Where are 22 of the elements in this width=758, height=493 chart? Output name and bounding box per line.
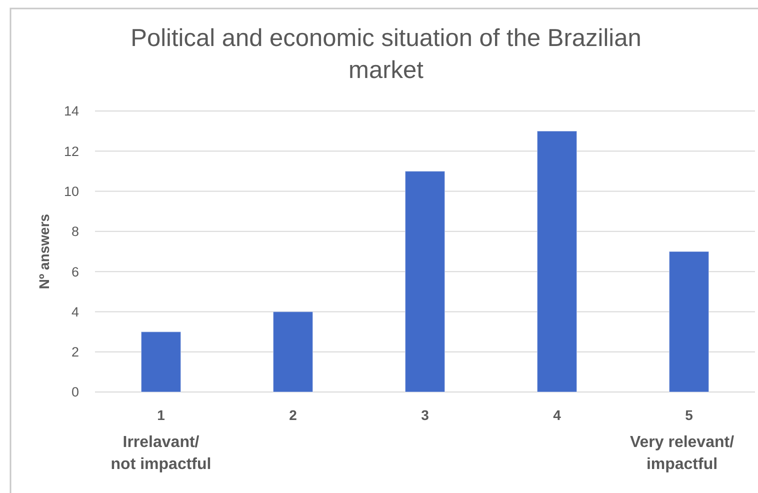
bar <box>536 130 578 392</box>
x-tick-label: 2 <box>289 407 298 423</box>
bar <box>404 170 446 392</box>
y-tick-label: 0 <box>71 384 79 400</box>
bar <box>140 331 182 392</box>
x-tick-label: 1 <box>157 407 166 423</box>
chart-title: Political and economic situation of the Brazilian market <box>130 25 642 84</box>
y-tick-label: 10 <box>64 184 79 200</box>
text: Very relevant/ impactful <box>630 434 735 473</box>
y-tick-label: 2 <box>71 344 79 360</box>
x-tick-label: 5 <box>685 407 694 423</box>
y-tick-label: 8 <box>71 224 79 240</box>
x-tick-label: 4 <box>553 407 562 423</box>
y-tick-label: 14 <box>64 104 80 119</box>
x-tick-label: 3 <box>421 407 430 423</box>
bar <box>668 251 710 392</box>
y-tick-label: 4 <box>71 304 80 320</box>
y-axis-title: Nº answers <box>36 214 52 290</box>
text: Irrelavant/ not impactful <box>110 434 212 473</box>
y-tick-label: 12 <box>64 144 79 159</box>
y-tick-label: 6 <box>71 264 79 280</box>
bar <box>272 311 314 392</box>
